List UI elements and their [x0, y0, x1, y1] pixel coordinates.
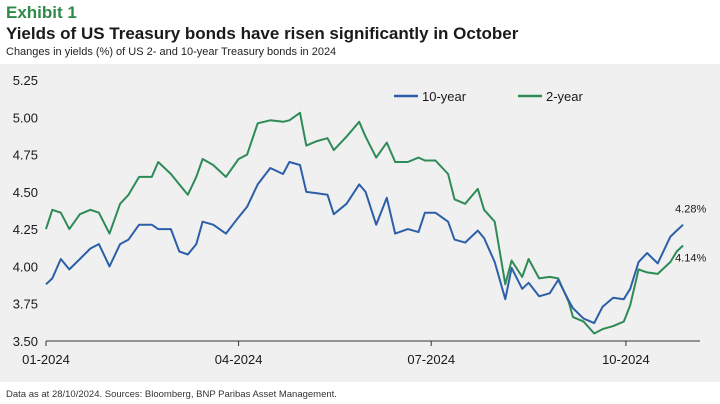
- y-tick-label: 4.00: [13, 259, 38, 274]
- y-tick-label: 3.75: [13, 297, 38, 312]
- end-label-2-year: 4.14%: [675, 253, 706, 265]
- y-axis: 3.50 3.75 4.00 4.25 4.50 4.75 5.00 5.25: [13, 73, 38, 349]
- y-tick-label: 5.25: [13, 73, 38, 88]
- chart-subtitle: Changes in yields (%) of US 2- and 10-ye…: [6, 46, 337, 58]
- series-line-10-year: [45, 161, 684, 325]
- chart-title: Yields of US Treasury bonds have risen s…: [6, 24, 519, 43]
- y-tick-label: 4.50: [13, 185, 38, 200]
- x-tick-label: 07-2024: [407, 352, 455, 367]
- chart-panel: 3.50 3.75 4.00 4.25 4.50 4.75 5.00 5.25 01-2024…: [0, 64, 720, 382]
- source-footnote: Data as at 28/10/2024. Sources: Bloomber…: [6, 389, 337, 400]
- exhibit-label: Exhibit 1: [6, 3, 77, 22]
- x-tick-label: 04-2024: [215, 352, 263, 367]
- legend: 10-year 2-year: [394, 89, 584, 104]
- end-label-10-year: 4.28%: [675, 204, 706, 216]
- legend-label-10-year: 10-year: [422, 89, 467, 104]
- x-tick-label: 01-2024: [22, 352, 70, 367]
- legend-label-2-year: 2-year: [546, 89, 584, 104]
- end-labels: 4.28% 4.14%: [675, 204, 706, 265]
- series-lines: [45, 111, 684, 335]
- x-axis: 01-2024 04-2024 07-2024 10-2024: [22, 340, 700, 367]
- y-tick-label: 4.25: [13, 222, 38, 237]
- line-chart: 3.50 3.75 4.00 4.25 4.50 4.75 5.00 5.25 01-2024…: [13, 73, 707, 367]
- y-tick-label: 3.50: [13, 334, 38, 349]
- series-line-2-year: [45, 111, 684, 335]
- y-tick-label: 4.75: [13, 148, 38, 163]
- y-tick-label: 5.00: [13, 110, 38, 125]
- x-tick-label: 10-2024: [602, 352, 650, 367]
